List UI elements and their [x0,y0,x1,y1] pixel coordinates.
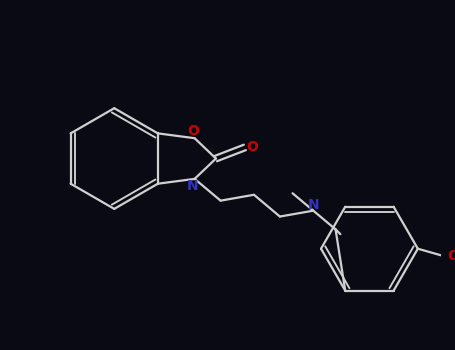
Text: N: N [187,178,198,192]
Text: O: O [447,250,455,264]
Text: O: O [247,140,258,154]
Text: N: N [308,198,319,212]
Text: O: O [187,125,199,139]
